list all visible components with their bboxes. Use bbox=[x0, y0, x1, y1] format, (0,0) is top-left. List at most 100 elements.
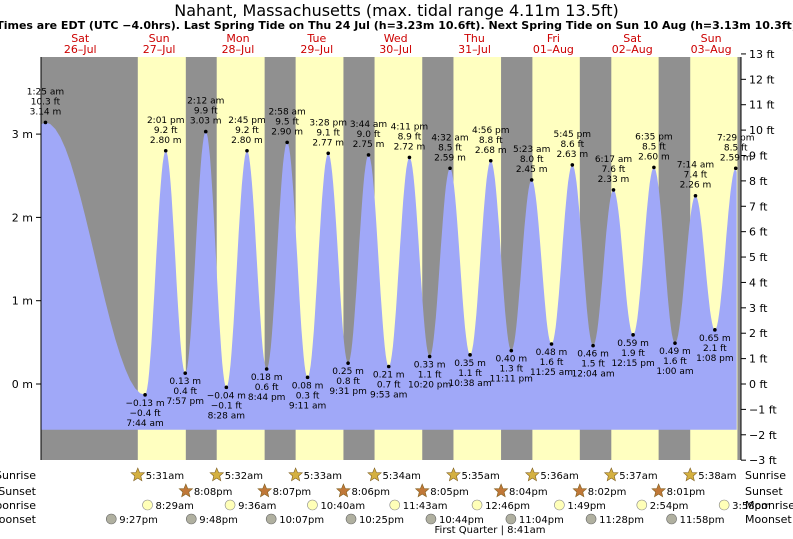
right-tick-label: 10 ft bbox=[749, 124, 775, 137]
sunrise-star-icon bbox=[288, 467, 304, 482]
moonrise-icon bbox=[224, 499, 236, 511]
moonrise-row-label-left: Moonrise bbox=[0, 499, 36, 512]
moonrise-time-label: 10:40am bbox=[320, 501, 365, 512]
low-tide-label: 0.49 m bbox=[659, 347, 691, 357]
high-tide-label: 2:58 am bbox=[268, 107, 305, 117]
moonset-icon bbox=[666, 513, 677, 525]
high-tide-label: 2.75 m bbox=[353, 140, 385, 150]
tide-extreme-point bbox=[245, 148, 249, 153]
chart-subtitle: Times are EDT (UTC −4.0hrs). Last Spring… bbox=[0, 19, 793, 32]
low-tide-label: 0.3 ft bbox=[296, 391, 320, 401]
sunrise-star-icon bbox=[682, 467, 698, 482]
low-tide-label: 0.65 m bbox=[699, 334, 731, 344]
sunrise-time-label: 5:31am bbox=[146, 471, 184, 482]
tide-extreme-point bbox=[549, 342, 554, 346]
axes: 0 m 1 m 2 m 3 m −3 ft −2 ft −1 ft 0 ft 1 ft 2 ft 3… bbox=[12, 48, 778, 467]
tide-extreme-point bbox=[346, 361, 350, 365]
tide-extreme-point bbox=[143, 393, 147, 397]
high-tide-label: 4:11 pm bbox=[391, 122, 429, 132]
high-tide-label: 3:28 pm bbox=[309, 118, 347, 128]
high-tide-label: 8.5 ft bbox=[724, 143, 748, 153]
sunset-star-icon bbox=[414, 483, 430, 498]
high-tide-label: 2:12 am bbox=[187, 97, 224, 107]
low-tide-label: 8:28 am bbox=[208, 411, 245, 421]
tide-extreme-point bbox=[163, 148, 168, 153]
low-tide-label: 0.59 m bbox=[617, 339, 649, 349]
moonset-icon bbox=[585, 513, 597, 525]
sunrise-time-label: 5:32am bbox=[225, 471, 263, 482]
high-tide-label: 9.0 ft bbox=[357, 130, 381, 140]
moonset-icon bbox=[505, 513, 517, 525]
low-tide-label: 0.40 m bbox=[495, 355, 527, 365]
low-tide-label: 0.4 ft bbox=[173, 387, 197, 397]
moonset-row-label-right: Moonset bbox=[745, 513, 792, 526]
day-labels: Sat26–JulSun27–JulMon28–JulTue29–JulWed3… bbox=[64, 32, 732, 56]
tide-extreme-point bbox=[611, 188, 616, 192]
high-tide-label: 8.0 ft bbox=[520, 155, 544, 165]
moonrise-time-label: 1:49pm bbox=[567, 501, 606, 512]
right-tick-label: 8 ft bbox=[749, 175, 768, 188]
moonrise-icon bbox=[307, 499, 318, 511]
day-date-label: 28–Jul bbox=[222, 43, 255, 56]
high-tide-label: 2:45 pm bbox=[228, 116, 266, 126]
right-tick-label: 7 ft bbox=[749, 200, 768, 213]
day-name-label: Sat bbox=[71, 32, 90, 45]
low-tide-label: 9:31 pm bbox=[329, 387, 367, 397]
low-tide-label: 12:04 am bbox=[572, 370, 615, 380]
low-tide-label: 10:20 pm bbox=[408, 381, 451, 391]
moonrise-icon bbox=[718, 499, 730, 511]
left-tick-label: 0 m bbox=[12, 378, 33, 391]
day-name-label: Mon bbox=[226, 32, 249, 45]
low-tide-label: 7:44 am bbox=[126, 419, 163, 429]
low-tide-label: 0.48 m bbox=[536, 348, 568, 358]
right-tick-label: 1 ft bbox=[749, 353, 768, 366]
high-tide-label: 2.45 m bbox=[516, 165, 548, 175]
high-tide-label: 2.26 m bbox=[680, 181, 712, 191]
tide-extreme-point bbox=[673, 341, 677, 345]
low-tide-label: 1:08 pm bbox=[696, 354, 734, 364]
sunset-star-icon bbox=[493, 483, 509, 498]
moonset-time-label: 11:28pm bbox=[599, 515, 644, 526]
low-tide-label: 1.5 ft bbox=[581, 360, 605, 370]
day-name-label: Sun bbox=[701, 32, 722, 45]
sunset-star-icon bbox=[178, 483, 194, 498]
tide-extreme-point bbox=[652, 165, 656, 170]
low-tide-label: 1.9 ft bbox=[621, 349, 645, 359]
high-tide-label: 8.5 ft bbox=[642, 142, 666, 152]
low-tide-label: 0.46 m bbox=[577, 350, 609, 360]
sunrise-star-icon bbox=[209, 467, 225, 482]
low-tide-label: 0.33 m bbox=[414, 361, 446, 371]
moonrise-icon bbox=[389, 499, 401, 511]
high-tide-label: 8.8 ft bbox=[479, 136, 503, 146]
sunset-time-label: 8:01pm bbox=[667, 487, 706, 498]
right-tick-label: 3 ft bbox=[749, 302, 768, 315]
high-tide-label: 3:44 am bbox=[350, 120, 387, 130]
day-name-label: Thu bbox=[463, 32, 485, 45]
sunset-time-label: 8:05pm bbox=[430, 487, 469, 498]
low-tide-label: −0.4 ft bbox=[129, 409, 161, 419]
day-date-label: 26–Jul bbox=[64, 43, 97, 56]
high-tide-label: 2:01 pm bbox=[147, 116, 185, 126]
high-tide-label: 6:35 pm bbox=[635, 132, 673, 142]
high-tide-label: 2.90 m bbox=[271, 127, 303, 137]
sunset-time-label: 8:07pm bbox=[273, 487, 312, 498]
moonset-icon bbox=[185, 513, 197, 525]
low-tide-label: 9:53 am bbox=[370, 391, 407, 401]
tide-extreme-point bbox=[386, 364, 391, 369]
moonrise-icon bbox=[471, 499, 483, 511]
right-tick-label: 11 ft bbox=[749, 99, 775, 112]
moonset-icon bbox=[345, 513, 357, 525]
sunrise-row-label-right: Sunrise bbox=[745, 469, 786, 482]
high-tide-label: 4:32 am bbox=[431, 133, 468, 143]
moonrise-row-label-right: Moonrise bbox=[745, 499, 793, 512]
tide-extreme-point bbox=[264, 367, 269, 371]
tide-extreme-point bbox=[468, 353, 472, 357]
moonset-time-label: 10:44pm bbox=[439, 515, 484, 526]
high-tide-label: 7:29 pm bbox=[717, 133, 755, 143]
tide-extreme-point bbox=[427, 354, 432, 359]
moonrise-icon bbox=[142, 499, 153, 511]
water-level-area bbox=[41, 122, 737, 430]
right-tick-label: −2 ft bbox=[749, 429, 777, 442]
high-tide-label: 2.77 m bbox=[312, 138, 344, 148]
low-tide-label: 7:57 pm bbox=[166, 397, 204, 407]
